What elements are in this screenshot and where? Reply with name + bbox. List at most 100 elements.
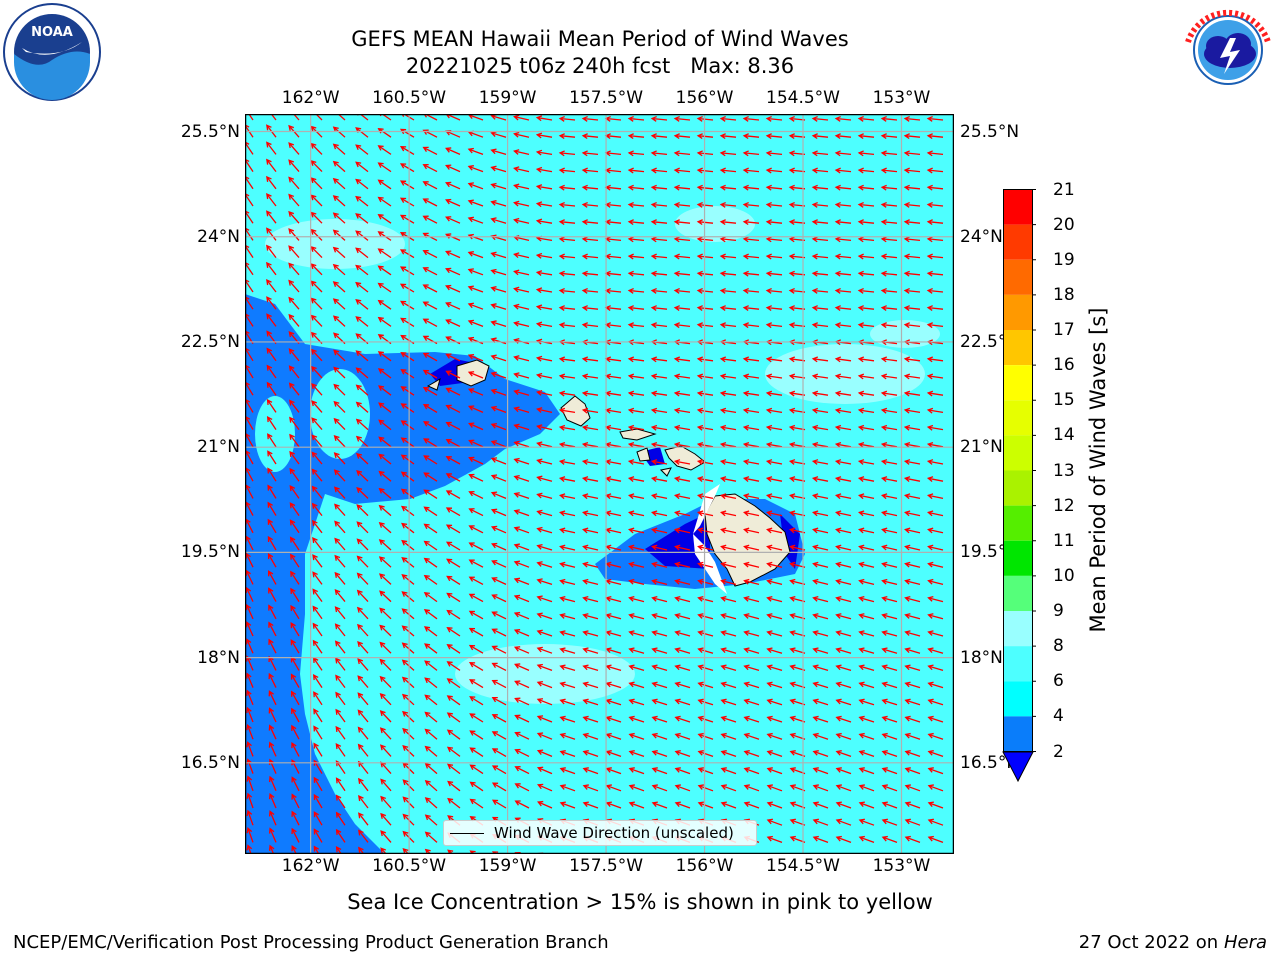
wind-wave-arrow xyxy=(422,301,438,310)
wind-wave-arrow xyxy=(558,201,576,208)
wind-wave-arrow xyxy=(904,750,921,758)
colorbar-label: 8 xyxy=(1053,636,1064,657)
wind-wave-arrow xyxy=(332,126,346,138)
wind-wave-arrow xyxy=(857,219,875,226)
wind-wave-arrow xyxy=(812,510,829,517)
wind-wave-arrow xyxy=(812,681,829,689)
wind-wave-arrow xyxy=(926,373,944,380)
map-panel xyxy=(245,114,954,854)
wind-wave-arrow xyxy=(491,645,507,654)
wind-wave-arrow xyxy=(333,349,346,362)
wind-wave-arrow xyxy=(880,150,898,157)
wind-wave-arrow xyxy=(332,246,346,259)
wind-wave-arrow xyxy=(696,407,714,414)
wind-wave-arrow xyxy=(266,279,277,293)
wind-wave-arrow xyxy=(401,693,415,706)
wind-wave-arrow xyxy=(743,630,760,637)
wind-wave-arrow xyxy=(535,270,553,276)
wind-wave-arrow xyxy=(581,219,599,226)
legend-line-swatch xyxy=(450,832,484,834)
wind-wave-arrow xyxy=(468,508,484,517)
wind-wave-arrow xyxy=(469,781,484,792)
wind-wave-arrow xyxy=(377,213,392,224)
wind-wave-arrow xyxy=(926,236,944,243)
wind-wave-arrow xyxy=(377,248,392,259)
wind-wave-arrow xyxy=(903,201,921,208)
wind-wave-arrow xyxy=(697,681,714,689)
wind-wave-arrow xyxy=(743,732,760,740)
wind-wave-arrow xyxy=(335,794,346,809)
wind-wave-arrow xyxy=(445,198,461,207)
wind-wave-arrow xyxy=(289,485,300,499)
wind-wave-arrow xyxy=(355,367,369,379)
wind-wave-arrow xyxy=(536,732,553,740)
wind-wave-arrow xyxy=(333,400,346,413)
wind-wave-arrow xyxy=(880,441,898,448)
wind-wave-arrow xyxy=(312,639,323,654)
wind-wave-arrow xyxy=(377,299,392,310)
wind-wave-arrow xyxy=(468,644,484,654)
wind-wave-arrow xyxy=(513,629,530,637)
wind-wave-arrow xyxy=(423,421,438,431)
wind-wave-arrow xyxy=(720,715,737,723)
wind-wave-arrow xyxy=(288,382,300,396)
wind-wave-arrow xyxy=(628,527,645,534)
wind-wave-arrow xyxy=(288,228,300,241)
wind-wave-arrow xyxy=(880,236,898,243)
wind-wave-arrow xyxy=(627,270,645,277)
wind-wave-arrow xyxy=(400,420,415,431)
lat-tick-label-right: 25.5°N xyxy=(960,121,1020,142)
wind-wave-arrow xyxy=(400,386,415,396)
wind-wave-arrow xyxy=(467,268,484,276)
wind-wave-arrow xyxy=(927,715,944,723)
wind-wave-arrow xyxy=(582,715,599,723)
wind-wave-arrow xyxy=(650,322,668,329)
map-frame xyxy=(245,114,954,854)
wind-wave-arrow xyxy=(927,750,944,758)
wind-wave-arrow xyxy=(467,233,484,242)
lat-tick-label-left: 24°N xyxy=(197,226,240,247)
wind-wave-arrow xyxy=(288,142,300,155)
wind-wave-arrow xyxy=(811,219,829,226)
wind-wave-arrow xyxy=(446,626,461,637)
wind-wave-arrow xyxy=(445,490,461,499)
wind-wave-arrow xyxy=(673,373,691,380)
colorbar-cell xyxy=(1003,611,1033,647)
wind-wave-arrow xyxy=(926,287,944,294)
wind-wave-arrow xyxy=(490,474,507,482)
wind-wave-arrow xyxy=(857,270,875,277)
wind-wave-arrow xyxy=(447,797,461,809)
wind-wave-arrow xyxy=(268,707,277,723)
wind-wave-arrow xyxy=(858,630,875,637)
wind-wave-arrow xyxy=(835,527,852,534)
wind-wave-arrow xyxy=(857,407,875,414)
wind-wave-arrow xyxy=(581,356,599,363)
wind-wave-arrow xyxy=(858,527,875,534)
wind-wave-arrow xyxy=(766,750,783,758)
wind-wave-arrow xyxy=(491,628,507,637)
colorbar-label: 11 xyxy=(1053,530,1075,551)
colorbar xyxy=(1002,189,1036,783)
wind-wave-arrow xyxy=(401,625,415,637)
wind-wave-arrow xyxy=(334,554,346,568)
wind-wave-arrow xyxy=(742,441,760,448)
wind-wave-arrow xyxy=(379,727,392,740)
wind-wave-arrow xyxy=(651,767,668,775)
wind-wave-arrow xyxy=(627,150,645,157)
wind-wave-arrow xyxy=(424,728,438,740)
wind-wave-arrow xyxy=(857,287,875,294)
wind-wave-arrow xyxy=(696,115,714,122)
wind-wave-arrow xyxy=(926,167,944,174)
wind-wave-arrow xyxy=(926,219,944,226)
wind-wave-arrow xyxy=(513,492,530,500)
wind-wave-arrow xyxy=(650,150,668,157)
wind-wave-arrow xyxy=(334,640,346,654)
wind-wave-arrow xyxy=(335,811,346,826)
wind-wave-arrow xyxy=(834,305,852,311)
wind-wave-arrow xyxy=(766,578,783,586)
wind-wave-arrow xyxy=(857,253,875,260)
wind-wave-arrow xyxy=(558,150,576,157)
wind-wave-arrow xyxy=(536,441,553,448)
wind-wave-arrow xyxy=(358,795,369,809)
wind-wave-arrow xyxy=(490,320,507,328)
